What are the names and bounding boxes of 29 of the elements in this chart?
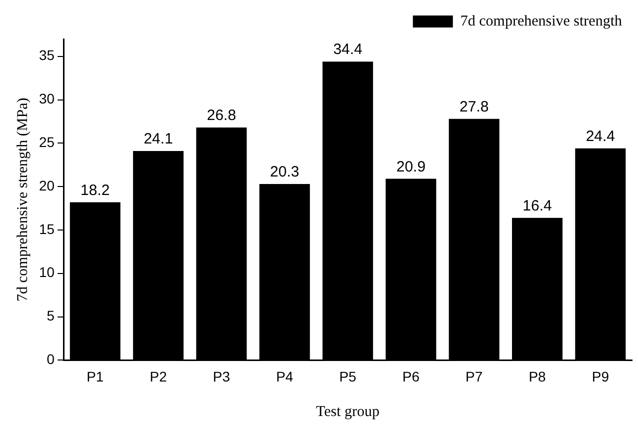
x-tick-label: P7 <box>466 368 483 384</box>
data-label: 20.3 <box>270 164 300 181</box>
y-axis-title: 7d comprehensive strength (MPa) <box>14 98 31 302</box>
y-tick-label: 20 <box>38 177 55 194</box>
y-tick-label: 0 <box>46 351 55 368</box>
y-tick-label: 15 <box>38 220 55 237</box>
x-tick-label: P6 <box>402 368 420 384</box>
x-tick-label: P1 <box>86 368 104 384</box>
y-tick-label: 30 <box>38 90 55 107</box>
y-tick-label: 35 <box>38 47 55 64</box>
x-axis-title: Test group <box>316 404 380 420</box>
x-tick-label: P9 <box>592 368 610 384</box>
x-tick-label: P2 <box>150 368 168 384</box>
legend-label: 7d comprehensive strength <box>460 13 622 30</box>
data-label: 24.4 <box>586 128 616 146</box>
x-tick-label: P8 <box>528 368 546 384</box>
data-label: 20.9 <box>396 158 426 176</box>
y-tick-label: 10 <box>38 264 55 280</box>
data-label: 24.1 <box>144 130 173 148</box>
y-tick-label: 5 <box>46 308 55 324</box>
x-tick-label: P5 <box>339 368 357 384</box>
data-label: 16.4 <box>522 197 552 214</box>
data-label: 18.2 <box>80 182 110 199</box>
data-label: 27.8 <box>460 98 489 116</box>
x-tick-label: P3 <box>212 368 230 384</box>
data-label: 34.4 <box>333 41 362 58</box>
data-label: 26.8 <box>206 107 236 124</box>
y-tick-label: 25 <box>38 134 55 150</box>
x-tick-label: P4 <box>276 368 294 384</box>
